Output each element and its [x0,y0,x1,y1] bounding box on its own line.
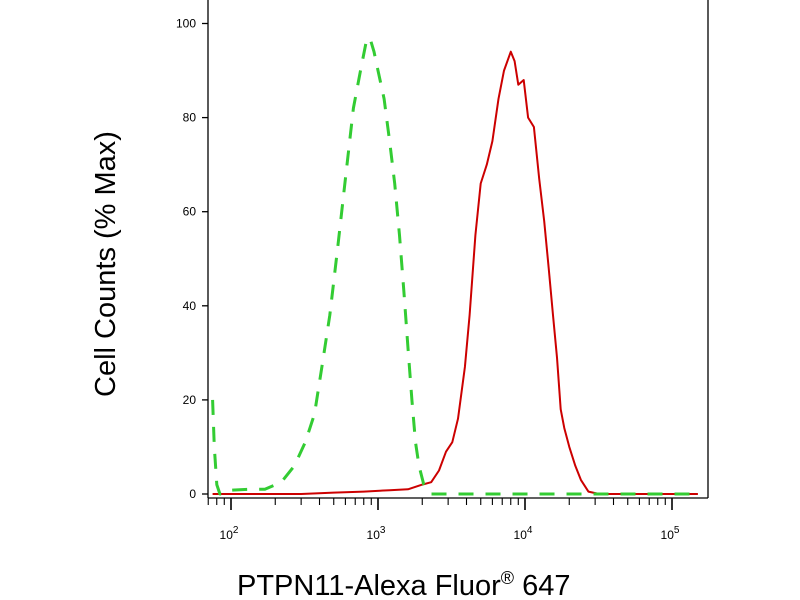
y-tick-label: 40 [183,299,197,313]
x-tick-label-base: 10 [661,528,675,542]
x-tick-label-base: 10 [220,528,234,542]
y-tick-label: 60 [183,205,197,219]
x-tick-label: 105 [661,525,680,542]
plot-frame [207,0,709,499]
y-tick-label: 80 [183,111,197,125]
x-tick-label-exponent: 5 [674,525,680,536]
sample-series-line [212,50,698,495]
x-tick-label-base: 10 [367,528,381,542]
x-tick-label: 103 [367,525,386,542]
y-tick-label: 100 [176,17,196,31]
x-tick-label-exponent: 4 [527,525,533,536]
x-axis-ticks: 102 103 104 105 [207,498,680,542]
control-series-line [211,36,698,496]
y-axis-ticks: 0 20 40 60 80 100 [176,17,208,501]
x-tick-label-exponent: 2 [233,525,239,536]
x-axis-title-main: PTPN11-Alexa Fluor [237,570,501,600]
x-tick-label-exponent: 3 [380,525,386,536]
series-layer [211,36,698,496]
x-tick-label-base: 10 [514,528,528,542]
x-tick-label: 102 [220,525,239,542]
x-tick-label: 104 [514,525,533,542]
x-axis-title-tail: 647 [514,570,570,600]
x-axis-title: PTPN11-Alexa Fluor® 647 [237,568,571,600]
x-axis-title-registered-mark: ® [501,568,514,588]
y-axis-title: Cell Counts (% Max) [90,131,122,397]
y-tick-label: 0 [189,487,196,501]
y-tick-label: 20 [183,393,197,407]
